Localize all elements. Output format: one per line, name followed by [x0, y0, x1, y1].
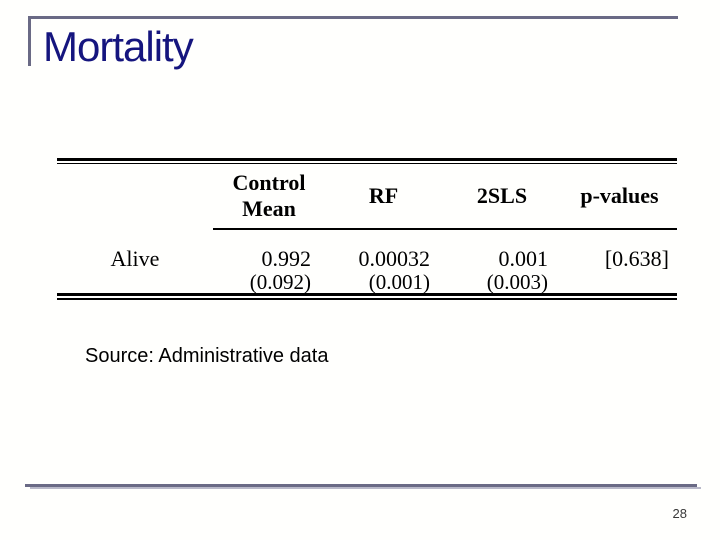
- cell-control-mean: 0.992: [261, 246, 312, 271]
- se-p-value: [562, 272, 677, 293]
- table-bottom-double-rule: [57, 293, 677, 300]
- cell-rf: 0.00032: [358, 246, 431, 271]
- header-cell-empty: [57, 164, 213, 228]
- se-control-mean: (0.092): [249, 270, 311, 294]
- cell-2sls: 0.001: [498, 246, 549, 271]
- table-row: Alive 0.992 0.00032 0.001 [0.638]: [57, 230, 677, 272]
- table-se-row: (0.092) (0.001) (0.003): [57, 272, 677, 293]
- table-header-row: Control Mean RF 2SLS p-values: [57, 164, 677, 230]
- cell-p-value: [0.638]: [604, 246, 669, 271]
- header-cell-2sls: 2SLS: [442, 164, 562, 230]
- slide-title: Mortality: [43, 23, 194, 70]
- source-note: Source: Administrative data: [85, 345, 329, 367]
- row-label: Alive: [110, 246, 160, 271]
- header-corner-rule: [28, 16, 31, 66]
- header-cell-p-values: p-values: [562, 164, 677, 230]
- footer-rule-shadow: [30, 487, 701, 489]
- page-number: 28: [672, 506, 687, 521]
- table-top-double-rule: [57, 158, 677, 164]
- footer-rule: [25, 484, 697, 487]
- se-cell-empty: [57, 272, 213, 293]
- se-rf: (0.001): [368, 270, 430, 294]
- header-cell-rf: RF: [325, 164, 442, 230]
- header-cell-control-mean: Control Mean: [213, 164, 325, 230]
- results-table: Control Mean RF 2SLS p-values Alive 0.99…: [57, 158, 677, 300]
- header-rule: [28, 16, 678, 19]
- se-2sls: (0.003): [486, 270, 548, 294]
